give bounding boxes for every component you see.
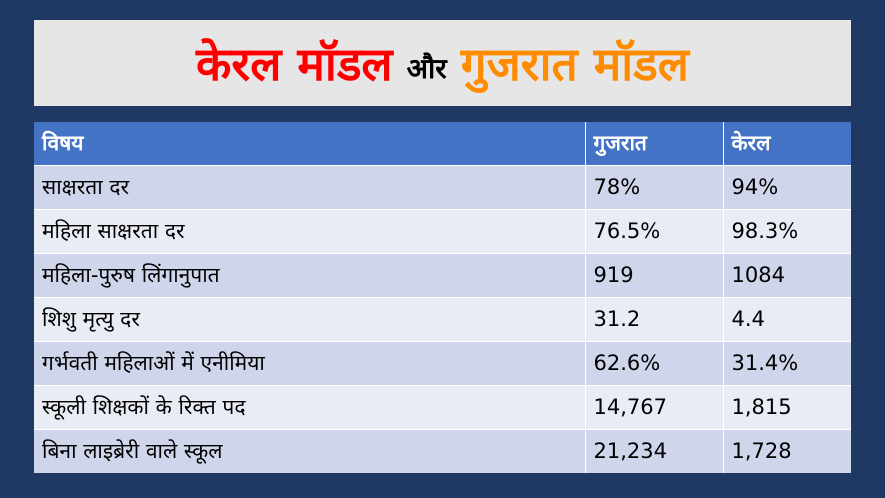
row-gujarat-value: 919 (584, 253, 723, 297)
row-subject: शिशु मृत्यु दर (34, 297, 585, 341)
comparison-table: विषय गुजरात केरल साक्षरता दर 78% 94% महि… (34, 122, 851, 473)
row-subject: साक्षरता दर (34, 165, 585, 209)
table-row: बिना लाइब्रेरी वाले स्कूल 21,234 1,728 (34, 429, 851, 473)
table-row: स्कूली शिक्षकों के रिक्त पद 14,767 1,815 (34, 385, 851, 429)
table-row: शिशु मृत्यु दर 31.2 4.4 (34, 297, 851, 341)
row-kerala-value: 4.4 (722, 297, 851, 341)
header-subject: विषय (34, 122, 585, 165)
row-kerala-value: 1,728 (722, 429, 851, 473)
row-subject: गर्भवती महिलाओं में एनीमिया (34, 341, 585, 385)
header-gujarat: गुजरात (584, 122, 723, 165)
header-kerala: केरल (722, 122, 851, 165)
row-gujarat-value: 78% (584, 165, 723, 209)
row-gujarat-value: 76.5% (584, 209, 723, 253)
table-row: महिला-पुरुष लिंगानुपात 919 1084 (34, 253, 851, 297)
row-kerala-value: 1084 (722, 253, 851, 297)
row-gujarat-value: 21,234 (584, 429, 723, 473)
row-kerala-value: 94% (722, 165, 851, 209)
row-gujarat-value: 62.6% (584, 341, 723, 385)
row-subject: महिला-पुरुष लिंगानुपात (34, 253, 585, 297)
row-kerala-value: 1,815 (722, 385, 851, 429)
row-subject: बिना लाइब्रेरी वाले स्कूल (34, 429, 585, 473)
row-subject: महिला साक्षरता दर (34, 209, 585, 253)
table-header-row: विषय गुजरात केरल (34, 122, 851, 165)
row-gujarat-value: 14,767 (584, 385, 723, 429)
table-row: महिला साक्षरता दर 76.5% 98.3% (34, 209, 851, 253)
title-kerala-model: केरल मॉडल (196, 37, 393, 91)
title-banner: केरल मॉडल और गुजरात मॉडल (34, 20, 851, 106)
row-kerala-value: 31.4% (722, 341, 851, 385)
table-row: साक्षरता दर 78% 94% (34, 165, 851, 209)
row-gujarat-value: 31.2 (584, 297, 723, 341)
table-row: गर्भवती महिलाओं में एनीमिया 62.6% 31.4% (34, 341, 851, 385)
row-kerala-value: 98.3% (722, 209, 851, 253)
title-gujarat-model: गुजरात मॉडल (460, 37, 689, 91)
title-conjunction: और (406, 52, 447, 85)
row-subject: स्कूली शिक्षकों के रिक्त पद (34, 385, 585, 429)
